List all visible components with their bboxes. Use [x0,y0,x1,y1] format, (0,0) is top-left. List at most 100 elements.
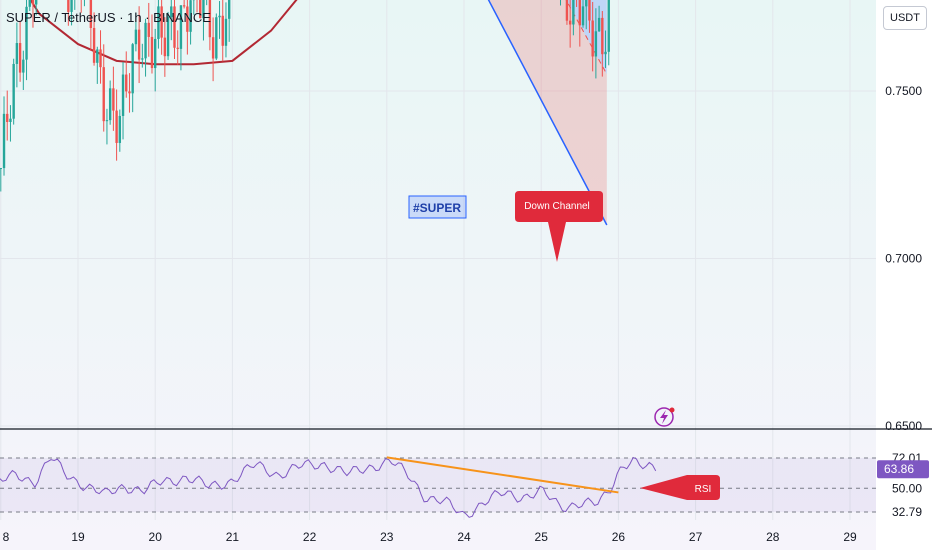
rsi-band [0,458,876,512]
candle-body [182,5,186,7]
candle-body [6,113,9,123]
candle-body [166,17,170,57]
candle-body [115,110,118,143]
rsi-current-text: 63.86 [884,462,914,476]
candle-body [585,0,588,7]
candle-body [173,6,176,48]
candle-body [137,29,141,60]
candle-body [128,91,131,94]
candle-layer [0,0,610,192]
candle-body [157,6,160,39]
candle-body [70,0,73,12]
rsi-current-badge [877,460,929,479]
candle-body [154,38,157,69]
currency-button[interactable]: USDT [883,6,927,30]
rsi-divergence-line [386,456,619,494]
rsi-tick-label: 32.79 [892,505,922,519]
candle-body [12,63,15,119]
x-tick-label: 27 [689,530,703,544]
candle-body [594,31,598,57]
callout-layer: Down Channel [515,191,603,262]
candle-body [108,88,112,121]
down-channel-callout-text: Down Channel [524,201,590,212]
candle-body [9,118,12,123]
x-tick-label: 22 [303,530,317,544]
candle-body [34,0,38,5]
x-tick-label: 20 [149,530,163,544]
candle-body [25,6,28,60]
candle-body [144,22,147,59]
candle-body [160,6,163,38]
candle-body [147,22,150,37]
candle-body [99,49,102,68]
x-tick-label: 26 [612,530,626,544]
candle-body [112,88,115,111]
candle-body [150,36,154,69]
candle-body [224,18,228,46]
candle-body [125,74,128,92]
x-tick-label: 29 [843,530,857,544]
candle-body [22,59,25,73]
symbol-title[interactable]: SUPER / TetherUS · 1h · BINANCE [6,10,211,25]
price-axis-background [876,0,932,550]
grid-lines [0,0,876,520]
channel-label-text: #SUPER [413,201,461,215]
candle-body [211,37,215,59]
candle-body [186,6,189,32]
down-channel-callout [515,191,603,262]
candle-body [179,5,183,49]
candle-body [102,67,105,122]
y-tick-label: 0.6500 [885,419,922,433]
candle-body [581,6,585,26]
x-tick-label: 23 [380,530,394,544]
candle-body [221,15,224,46]
candle-body [89,0,93,28]
candle-body [28,0,31,7]
candle-body [2,113,6,169]
x-tick-label: 8 [3,530,10,544]
candle-body [163,37,167,57]
candle-body [601,17,604,55]
lightning-icon[interactable] [654,407,675,427]
candle-body [105,120,109,122]
candle-body [199,0,202,19]
candle-body [604,51,607,55]
rsi-callout-text: RSI [695,484,712,495]
x-tick-label: 28 [766,530,780,544]
candle-body [597,17,601,32]
candle-body [131,44,134,94]
x-tick-label: 25 [535,530,549,544]
candle-body [0,168,3,170]
candle-body [189,0,192,32]
moving-average-layer [29,0,298,66]
candle-body [202,0,205,19]
x-tick-label: 19 [71,530,85,544]
channel-lower-line [487,0,608,226]
candle-body [176,47,179,49]
candle-body [118,115,122,143]
candle-body [568,20,572,25]
moving-average-line [29,0,298,66]
y-tick-label: 0.7000 [885,252,922,266]
rsi-callout [640,475,720,500]
candle-body [92,27,96,63]
candle-body [578,0,581,26]
candle-body [565,0,569,21]
down-channel-layer: #SUPER [408,0,608,226]
candle-body [121,74,125,116]
candle-body [18,43,22,73]
rsi-line [0,456,657,518]
candle-body [67,0,70,12]
candle-body [572,0,575,25]
candle-body [208,0,212,38]
x-tick-label: 24 [457,530,471,544]
candle-body [218,15,221,18]
y-tick-label: 0.7500 [885,84,922,98]
candle-body [141,58,144,60]
candle-body [215,17,218,59]
candle-body [170,6,173,18]
